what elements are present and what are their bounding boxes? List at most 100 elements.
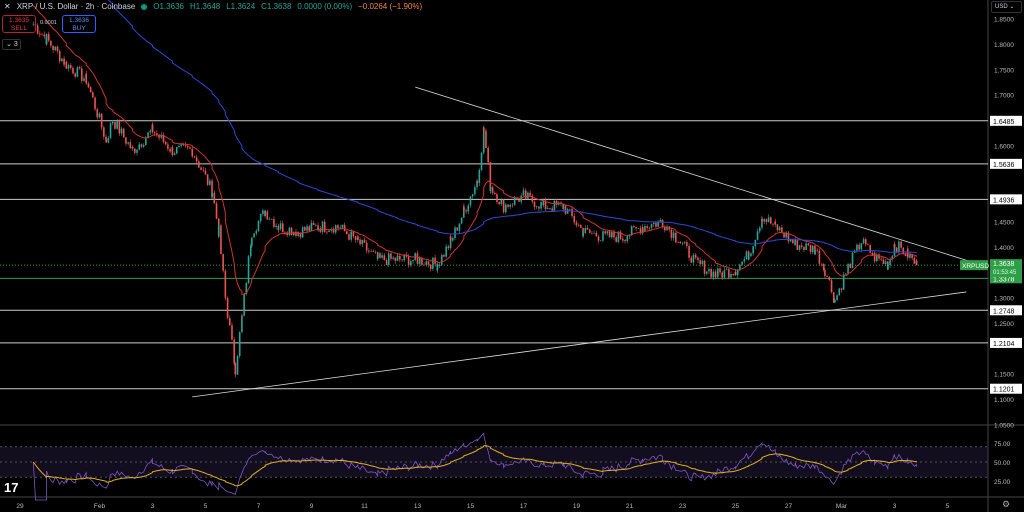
candle-body (343, 224, 346, 232)
candle-body (911, 254, 913, 259)
candle-body (160, 134, 163, 138)
candle-body (412, 259, 414, 262)
candle-body (584, 228, 587, 233)
candle-body (297, 231, 300, 233)
candle-body (98, 113, 101, 118)
candle-body (184, 145, 187, 146)
price-level-tag (990, 115, 1022, 126)
candle-body (67, 65, 70, 69)
candle-body (89, 87, 92, 93)
candle-body (445, 246, 447, 257)
candle-body (763, 219, 765, 222)
candle-body (452, 238, 454, 241)
sell-button[interactable]: 1.3635 SELL (2, 15, 36, 33)
candle-body (884, 261, 887, 264)
candle-body (372, 250, 375, 252)
candle-body (652, 222, 655, 224)
candle-body (823, 264, 825, 271)
day-change: −0.0264 (−1.90%) (358, 2, 423, 11)
candle-body (301, 227, 304, 238)
time-tick-label: 13 (414, 503, 422, 510)
candle-body (140, 144, 143, 147)
candle-body (752, 246, 754, 254)
candle-body (573, 216, 576, 223)
candle-body (288, 227, 291, 236)
candle-body (842, 274, 845, 290)
candle-body (719, 268, 721, 273)
candle-body (796, 239, 799, 250)
moving-average-slow (107, 0, 918, 253)
candle-body (458, 223, 461, 231)
close-icon[interactable]: ✕ (4, 2, 11, 11)
candle-body (516, 197, 518, 200)
candle-body (153, 132, 156, 134)
time-tick-label: 17 (520, 503, 528, 510)
candle-body (456, 227, 459, 231)
candle-body (449, 236, 452, 241)
candle-body (326, 231, 328, 233)
candle-body (809, 245, 812, 252)
gear-icon[interactable]: ⚙ (1002, 499, 1011, 509)
candle-body (224, 296, 227, 298)
candle-body (613, 232, 615, 238)
candle-body (758, 227, 761, 232)
candle-body (606, 231, 609, 234)
candle-body (895, 247, 898, 253)
tradingview-logo: 17 (4, 480, 19, 495)
candle-body (202, 169, 205, 171)
indicators-toggle[interactable]: ⌄ 3 (2, 39, 21, 50)
candle-body (61, 58, 63, 62)
currency-label: USD (995, 4, 1008, 10)
moving-average-fast (32, 5, 918, 295)
time-tick-label: 15 (467, 503, 475, 510)
ohlc-high: H1.3648 (189, 2, 221, 11)
candle-body (332, 229, 335, 233)
candle-body (710, 268, 712, 278)
candle-body (346, 231, 348, 235)
candle-body (811, 245, 814, 252)
candle-body (427, 261, 430, 265)
candle-body (873, 253, 876, 262)
candle-body (622, 239, 624, 241)
candle-body (485, 130, 487, 149)
candle-body (454, 227, 456, 239)
candle-body (383, 255, 386, 261)
candle-body (476, 180, 478, 184)
candle-body (644, 226, 646, 231)
candle-body (694, 255, 697, 258)
candle-body (421, 257, 423, 265)
candle-body (241, 315, 243, 317)
candle-body (122, 128, 125, 138)
symbol-tag-box (960, 260, 988, 271)
candle-body (262, 210, 264, 214)
time-tick-label: Feb (94, 503, 106, 510)
candle-body (463, 206, 465, 211)
candle-body (818, 250, 821, 264)
candle-body (527, 192, 529, 199)
candle-body (87, 83, 90, 88)
bar-countdown: 01:53:45 (993, 270, 1017, 276)
symbol-title[interactable]: XRP / U.S. Dollar · 2h · Coinbase (16, 2, 136, 11)
sell-price: 1.3635 (9, 17, 29, 24)
candle-body (423, 264, 425, 266)
candle-body (334, 225, 337, 233)
buy-button[interactable]: 1.3636 BUY (62, 15, 96, 33)
time-tick-label: 27 (785, 503, 793, 510)
candle-body (509, 204, 512, 207)
candle-body (778, 227, 781, 231)
candle-body (299, 232, 302, 238)
candle-body (204, 170, 207, 175)
candle-body (328, 230, 330, 232)
price-level-tag (990, 158, 1022, 169)
candle-body (712, 271, 715, 278)
candle-body (902, 247, 905, 255)
candle-body (487, 148, 489, 163)
candle-body (575, 222, 578, 226)
candle-body (45, 34, 48, 45)
currency-selector[interactable]: USD ⌄ (991, 1, 1022, 13)
candle-body (460, 217, 463, 224)
candle-body (432, 257, 434, 269)
candle-body (511, 204, 514, 206)
chevron-down-icon: ⌄ (6, 41, 12, 48)
